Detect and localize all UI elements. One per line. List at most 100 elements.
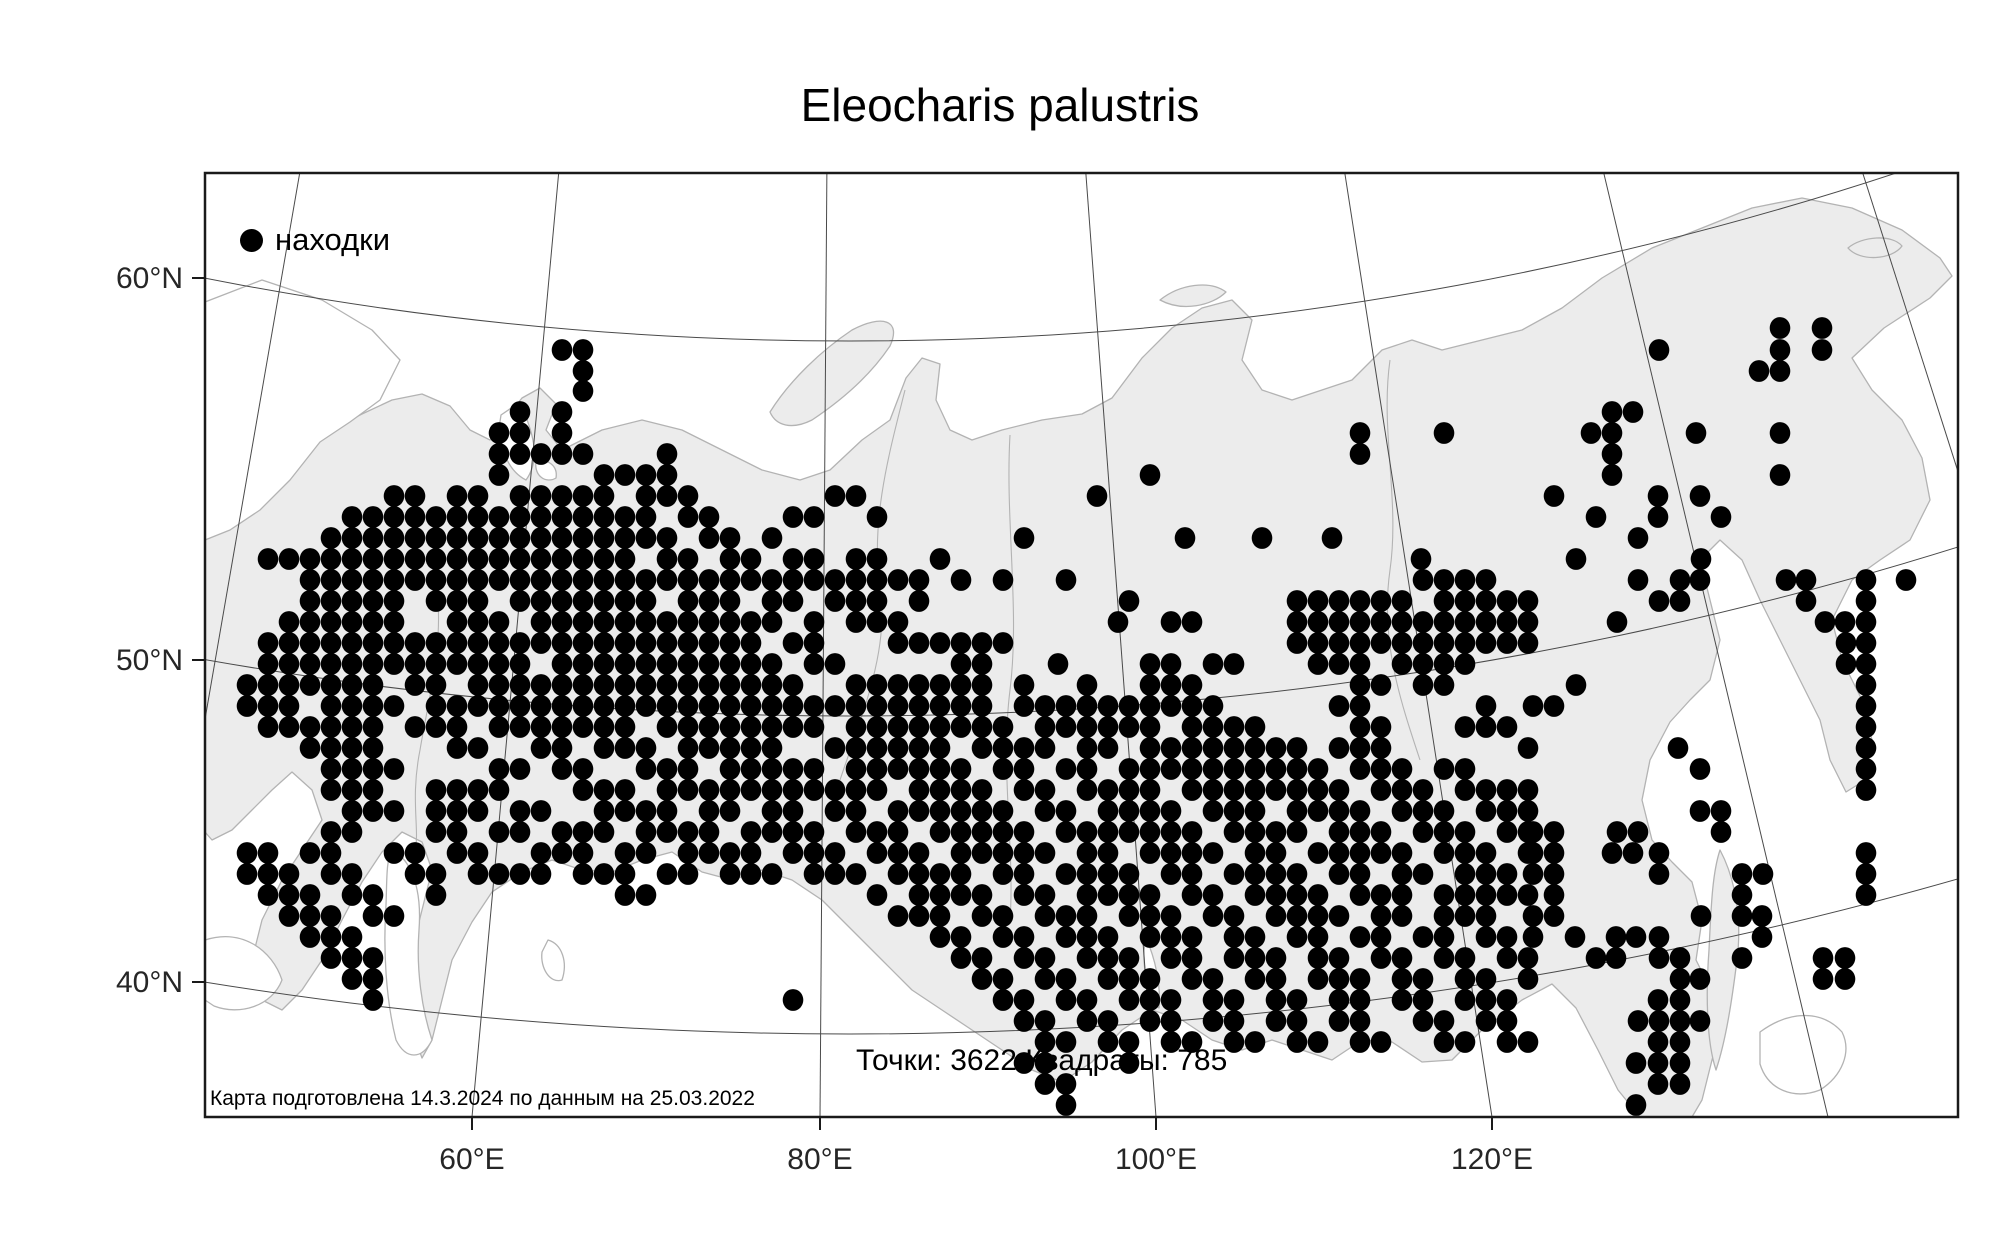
record-dot [1174, 527, 1196, 549]
record-dot [1517, 590, 1539, 612]
record-dot [824, 653, 846, 675]
record-dot [299, 653, 321, 675]
record-dot [425, 863, 447, 885]
record-dot [782, 842, 804, 864]
record-dot [1410, 548, 1432, 570]
record-dot [1433, 926, 1455, 948]
record-dot [1475, 968, 1497, 990]
footer-note: Карта подготовлена 14.3.2024 по данным н… [210, 1087, 755, 1110]
record-dot [467, 653, 489, 675]
record-dot [341, 863, 363, 885]
record-dot [509, 653, 531, 675]
record-dot [1752, 863, 1774, 885]
record-dot [1433, 422, 1455, 444]
record-dot [383, 506, 405, 528]
record-dot [1139, 695, 1161, 717]
record-dot [425, 821, 447, 843]
record-dot [467, 863, 489, 885]
record-dot [656, 695, 678, 717]
lat-tick-label: 60°N [116, 262, 183, 295]
record-dot [551, 590, 573, 612]
record-dot [1265, 863, 1287, 885]
record-dot [887, 569, 909, 591]
record-dot [950, 779, 972, 801]
record-dot [992, 842, 1014, 864]
record-dot [1580, 422, 1602, 444]
record-dot [1349, 1010, 1371, 1032]
record-dot [950, 716, 972, 738]
record-dot [1202, 716, 1224, 738]
record-dot [845, 548, 867, 570]
record-dot [929, 779, 951, 801]
record-dot [824, 569, 846, 591]
record-dot [761, 821, 783, 843]
record-dot [572, 758, 594, 780]
record-dot [488, 632, 510, 654]
legend: находки [240, 222, 390, 258]
record-dot [845, 716, 867, 738]
record-dot [1689, 1010, 1711, 1032]
record-dot [1689, 485, 1711, 507]
record-dot [1834, 968, 1856, 990]
record-dot [1454, 779, 1476, 801]
record-dot [782, 632, 804, 654]
record-dot [1202, 989, 1224, 1011]
record-dot [1118, 758, 1140, 780]
record-dot [362, 506, 384, 528]
record-dot [341, 800, 363, 822]
record-dot [845, 485, 867, 507]
record-dot [950, 695, 972, 717]
record-dot [1349, 863, 1371, 885]
record-dot [1097, 716, 1119, 738]
record-dot [782, 506, 804, 528]
record-dot [530, 842, 552, 864]
record-dot [1202, 1010, 1224, 1032]
record-dot [635, 821, 657, 843]
record-dot [1543, 863, 1565, 885]
record-dot [509, 632, 531, 654]
record-dot [1097, 737, 1119, 759]
record-dot [1605, 947, 1627, 969]
record-dot [782, 716, 804, 738]
record-dot [1181, 737, 1203, 759]
record-dot [1475, 611, 1497, 633]
record-dot [1370, 611, 1392, 633]
record-dot [1669, 947, 1691, 969]
record-dot [1496, 863, 1518, 885]
record-dot [1013, 821, 1035, 843]
record-dot [803, 695, 825, 717]
land-layer [205, 197, 1953, 1117]
record-dot [404, 527, 426, 549]
record-dot [803, 842, 825, 864]
record-dot [929, 905, 951, 927]
record-dot [1433, 569, 1455, 591]
record-dot [1265, 758, 1287, 780]
record-dot [1076, 989, 1098, 1011]
record-dot [1855, 758, 1877, 780]
record-dot [635, 842, 657, 864]
record-dot [320, 653, 342, 675]
record-dot [677, 716, 699, 738]
record-dot [1286, 779, 1308, 801]
record-dot [614, 800, 636, 822]
record-dot [1522, 821, 1544, 843]
record-dot [530, 863, 552, 885]
record-dot [551, 611, 573, 633]
record-dot [1244, 863, 1266, 885]
record-dot [467, 779, 489, 801]
record-dot [1855, 716, 1877, 738]
record-dot [1412, 611, 1434, 633]
record-dot [1223, 653, 1245, 675]
record-dot [1795, 569, 1817, 591]
record-dot [1034, 1052, 1056, 1074]
record-dot [530, 674, 552, 696]
record-dot [740, 758, 762, 780]
record-dot [530, 611, 552, 633]
record-dot [572, 821, 594, 843]
record-dot [1669, 989, 1691, 1011]
record-dot [971, 884, 993, 906]
record-dot [656, 758, 678, 780]
record-dot [740, 632, 762, 654]
record-dot [1307, 968, 1329, 990]
record-dot [509, 590, 531, 612]
